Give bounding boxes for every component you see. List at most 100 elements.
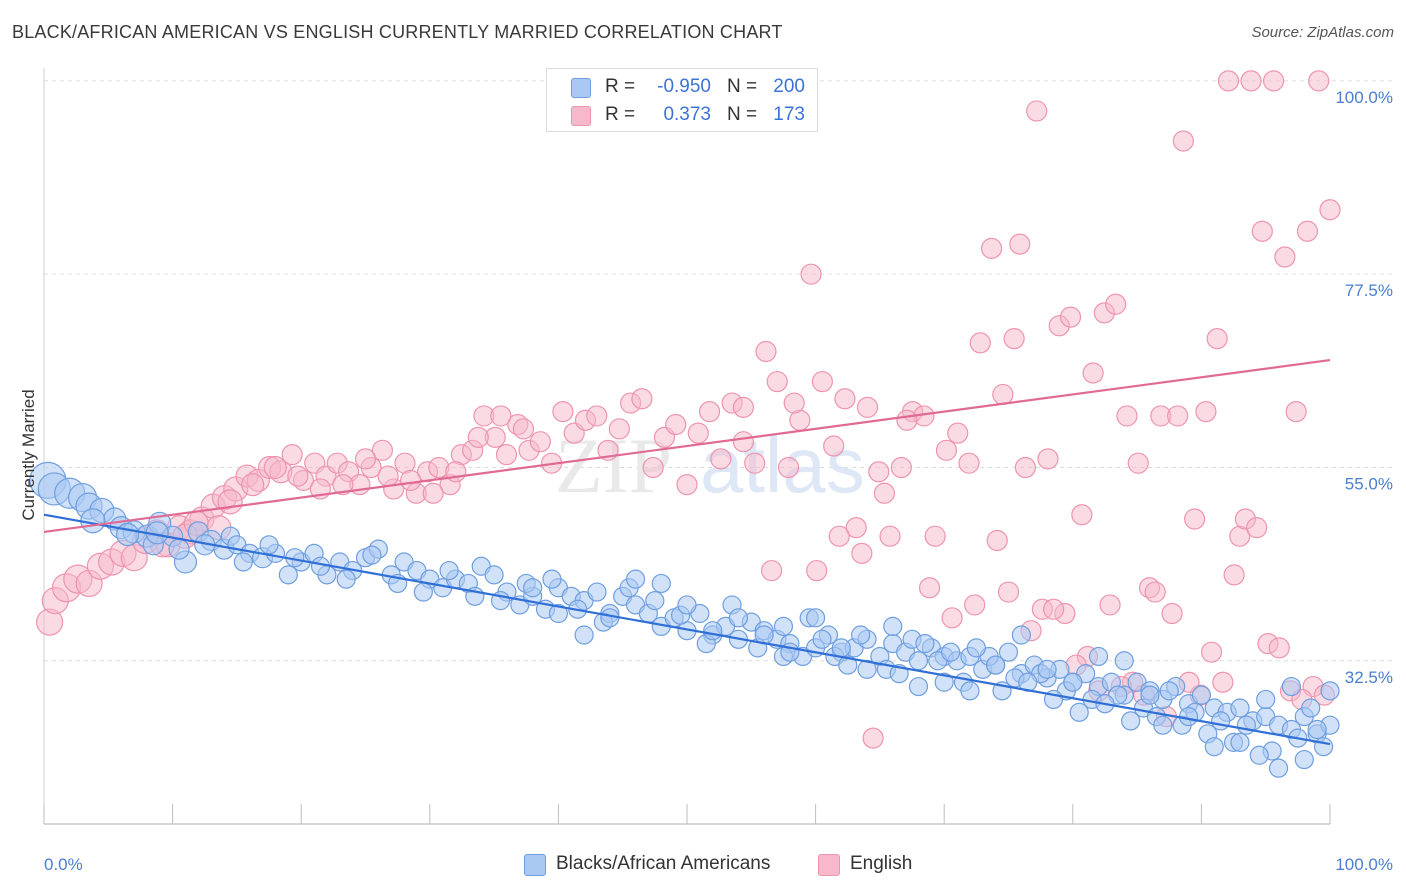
english-point bbox=[1184, 508, 1206, 530]
english-point bbox=[1105, 293, 1127, 315]
english-point bbox=[766, 370, 788, 393]
black-african-american-point bbox=[1230, 732, 1250, 752]
chart-title: BLACK/AFRICAN AMERICAN VS ENGLISH CURREN… bbox=[12, 22, 783, 42]
english-point bbox=[687, 422, 709, 444]
english-point bbox=[1240, 70, 1262, 92]
english-point bbox=[1206, 328, 1228, 350]
y-tick-label: 55.0% bbox=[1345, 474, 1393, 493]
english-point bbox=[924, 525, 946, 547]
black-african-american-point bbox=[362, 545, 382, 565]
english-point bbox=[586, 405, 608, 427]
legend-swatch-pink bbox=[818, 854, 840, 876]
english-point bbox=[1223, 564, 1245, 586]
black-african-american-point bbox=[831, 638, 851, 658]
english-point bbox=[958, 452, 980, 474]
y-tick-label: 100.0% bbox=[1335, 88, 1393, 107]
english-point bbox=[997, 581, 1020, 603]
x-tick-label: 100.0% bbox=[1335, 855, 1393, 874]
english-point bbox=[1319, 199, 1341, 221]
english-point bbox=[862, 727, 884, 749]
english-point bbox=[1172, 130, 1194, 152]
english-point bbox=[896, 409, 918, 431]
x-tick-labels: 0.0% 100.0% bbox=[44, 855, 1393, 874]
english-point bbox=[879, 525, 901, 547]
english-point bbox=[512, 418, 535, 440]
black-african-american-point bbox=[1069, 702, 1089, 722]
english-point bbox=[1296, 220, 1319, 242]
axes bbox=[43, 68, 1331, 825]
black-african-american-point bbox=[548, 603, 569, 624]
english-point bbox=[851, 542, 873, 564]
black-african-american-point bbox=[413, 582, 433, 602]
black-african-american-point bbox=[1230, 698, 1250, 718]
pink-trendline bbox=[43, 359, 1331, 533]
black-african-american-point bbox=[883, 616, 903, 637]
english-point bbox=[631, 388, 653, 410]
english-point bbox=[1308, 70, 1330, 92]
black-african-american-point bbox=[805, 608, 826, 628]
english-point bbox=[1059, 306, 1082, 328]
english-point bbox=[1082, 362, 1104, 384]
english-point bbox=[823, 435, 845, 457]
black-african-american-point bbox=[915, 633, 935, 654]
english-point bbox=[1026, 100, 1048, 122]
black-african-american-point bbox=[1256, 689, 1276, 710]
english-point bbox=[1099, 594, 1121, 616]
black-african-american-point bbox=[851, 625, 871, 645]
x-tick-label: 0.0% bbox=[44, 855, 83, 874]
black-african-american-point bbox=[703, 621, 723, 641]
english-point bbox=[783, 392, 805, 414]
black-african-american-point bbox=[1121, 711, 1141, 731]
black-african-american-point bbox=[115, 522, 140, 547]
black-african-american-point bbox=[439, 560, 459, 581]
black-african-american-point bbox=[1268, 758, 1289, 778]
black-african-american-point bbox=[908, 676, 929, 697]
black-african-american-point bbox=[998, 642, 1019, 662]
black-african-american-point bbox=[986, 655, 1006, 675]
black-african-american-point bbox=[857, 659, 877, 679]
english-point bbox=[969, 332, 991, 354]
english-point bbox=[354, 448, 377, 470]
english-point bbox=[1200, 641, 1223, 663]
english-point bbox=[332, 474, 354, 496]
black-african-american-point bbox=[728, 608, 749, 628]
english-point bbox=[552, 401, 574, 423]
black-african-american-point bbox=[80, 508, 106, 534]
english-point bbox=[761, 559, 783, 582]
stats-row-blue: R = -0.950 N = 200 bbox=[547, 73, 817, 101]
english-point bbox=[1161, 602, 1183, 625]
english-point bbox=[1037, 448, 1059, 470]
black-african-american-point bbox=[523, 578, 543, 598]
english-point bbox=[281, 443, 303, 466]
black-african-american-point bbox=[233, 552, 253, 572]
black-african-american-point bbox=[651, 573, 671, 594]
black-african-american-point bbox=[1313, 737, 1334, 757]
english-point bbox=[806, 559, 828, 582]
english-point bbox=[1167, 405, 1189, 427]
english-point bbox=[1043, 598, 1065, 620]
english-point bbox=[811, 370, 833, 393]
english-point bbox=[744, 452, 766, 474]
english-point bbox=[1251, 220, 1273, 242]
english-point bbox=[1285, 401, 1307, 423]
english-point bbox=[1014, 456, 1037, 479]
english-point bbox=[935, 439, 958, 461]
legend-swatch-pink bbox=[571, 106, 591, 126]
black-african-american-point bbox=[1191, 685, 1212, 705]
n-value: 200 bbox=[773, 76, 805, 97]
english-point bbox=[676, 474, 698, 496]
black-african-american-point bbox=[1320, 681, 1340, 701]
black-african-american-point bbox=[1114, 651, 1134, 671]
english-point bbox=[490, 405, 512, 427]
y-tick-label: 32.5% bbox=[1345, 668, 1393, 687]
r-label: R = bbox=[605, 76, 636, 97]
english-point bbox=[400, 469, 422, 491]
legend-swatch-blue bbox=[524, 854, 546, 876]
stats-row-pink: R = 0.373 N = 173 bbox=[547, 101, 817, 129]
black-african-american-point bbox=[1281, 676, 1302, 697]
black-african-american-point bbox=[336, 569, 356, 589]
english-point bbox=[890, 456, 912, 479]
english-point bbox=[800, 263, 822, 285]
black-african-american-point bbox=[645, 591, 665, 611]
y-axis-label: Currently Married bbox=[19, 389, 38, 520]
